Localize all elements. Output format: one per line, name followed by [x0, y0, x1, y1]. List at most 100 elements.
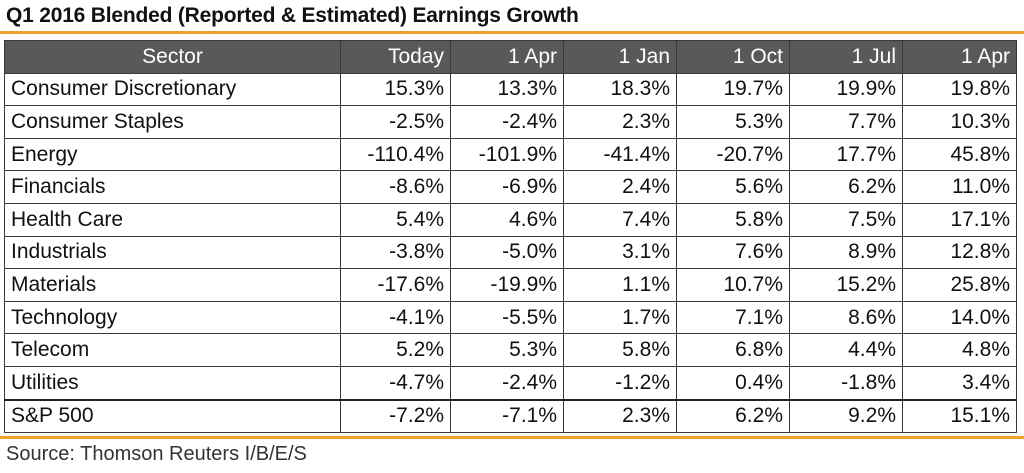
table-row: Telecom 5.2% 5.3% 5.8% 6.8% 4.4% 4.8% [4, 333, 1017, 367]
value-cell: 5.6% [676, 170, 790, 204]
value-cell: 5.8% [676, 202, 790, 237]
value-cell: 14.0% [902, 300, 1017, 335]
table-body: Consumer Discretionary 15.3% 13.3% 18.3% 19.… [4, 72, 1017, 434]
value-cell: 19.8% [902, 72, 1017, 107]
earnings-table: Sector Today 1 Apr 1 Jan 1 Oct 1 Jul 1 A… [4, 40, 1017, 434]
value-cell: 17.7% [789, 137, 903, 172]
value-cell: 7.6% [676, 235, 790, 270]
table-row: Consumer Staples -2.5% -2.4% 2.3% 5.3% 7.7% 10… [4, 105, 1017, 139]
value-cell: 6.2% [789, 170, 903, 204]
sector-cell: Industrials [4, 235, 341, 270]
column-header: 1 Jan [563, 40, 677, 74]
sector-cell: Consumer Staples [4, 105, 341, 139]
sector-cell: S&P 500 [4, 398, 341, 434]
column-header: Sector [4, 40, 341, 74]
sector-cell: Telecom [4, 333, 341, 367]
value-cell: 2.4% [563, 170, 677, 204]
value-cell: 10.3% [902, 105, 1017, 139]
value-cell: 5.3% [676, 105, 790, 139]
value-cell: 3.4% [902, 365, 1017, 401]
value-cell: -4.7% [340, 365, 451, 401]
value-cell: -6.9% [450, 170, 564, 204]
table-row: Health Care 5.4% 4.6% 7.4% 5.8% 7.5% 17.1% [4, 202, 1017, 237]
value-cell: -2.4% [450, 365, 564, 401]
value-cell: -19.9% [450, 268, 564, 302]
value-cell: 8.6% [789, 300, 903, 335]
value-cell: 15.2% [789, 268, 903, 302]
value-cell: 6.2% [676, 398, 790, 434]
value-cell: 1.7% [563, 300, 677, 335]
table-title: Q1 2016 Blended (Reported & Estimated) E… [6, 4, 579, 27]
value-cell: 11.0% [902, 170, 1017, 204]
value-cell: -41.4% [563, 137, 677, 172]
value-cell: 5.2% [340, 333, 451, 367]
table-row: Industrials -3.8% -5.0% 3.1% 7.6% 8.9% 12.8% [4, 235, 1017, 270]
total-row: S&P 500 -7.2% -7.1% 2.3% 6.2% 9.2% 15.1% [4, 398, 1017, 434]
value-cell: 3.1% [563, 235, 677, 270]
value-cell: -17.6% [340, 268, 451, 302]
value-cell: -20.7% [676, 137, 790, 172]
value-cell: 7.4% [563, 202, 677, 237]
value-cell: 7.1% [676, 300, 790, 335]
value-cell: 2.3% [563, 398, 677, 434]
value-cell: -7.1% [450, 398, 564, 434]
value-cell: 4.6% [450, 202, 564, 237]
value-cell: 0.4% [676, 365, 790, 401]
value-cell: -5.0% [450, 235, 564, 270]
column-header: 1 Apr [902, 40, 1017, 74]
value-cell: -110.4% [340, 137, 451, 172]
header-row: Sector Today 1 Apr 1 Jan 1 Oct 1 Jul 1 A… [4, 40, 1017, 74]
title-rule [0, 31, 1024, 34]
sector-cell: Energy [4, 137, 341, 172]
sector-cell: Consumer Discretionary [4, 72, 341, 107]
value-cell: 4.8% [902, 333, 1017, 367]
value-cell: 5.4% [340, 202, 451, 237]
value-cell: 13.3% [450, 72, 564, 107]
value-cell: 17.1% [902, 202, 1017, 237]
value-cell: 5.8% [563, 333, 677, 367]
value-cell: 12.8% [902, 235, 1017, 270]
table-row: Technology -4.1% -5.5% 1.7% 7.1% 8.6% 14.0% [4, 300, 1017, 335]
value-cell: -5.5% [450, 300, 564, 335]
table-row: Financials -8.6% -6.9% 2.4% 5.6% 6.2% 11.0% [4, 170, 1017, 204]
value-cell: 45.8% [902, 137, 1017, 172]
table-row: Consumer Discretionary 15.3% 13.3% 18.3% 19.… [4, 72, 1017, 107]
sector-cell: Utilities [4, 365, 341, 401]
value-cell: 1.1% [563, 268, 677, 302]
source-rule [0, 436, 1024, 439]
value-cell: 15.3% [340, 72, 451, 107]
value-cell: -8.6% [340, 170, 451, 204]
value-cell: 6.8% [676, 333, 790, 367]
value-cell: 8.9% [789, 235, 903, 270]
column-header: 1 Jul [789, 40, 903, 74]
value-cell: 7.7% [789, 105, 903, 139]
value-cell: 7.5% [789, 202, 903, 237]
value-cell: 10.7% [676, 268, 790, 302]
column-header: 1 Oct [676, 40, 790, 74]
column-header: Today [340, 40, 451, 74]
value-cell: -4.1% [340, 300, 451, 335]
value-cell: 5.3% [450, 333, 564, 367]
value-cell: -101.9% [450, 137, 564, 172]
value-cell: 25.8% [902, 268, 1017, 302]
value-cell: -2.5% [340, 105, 451, 139]
value-cell: 9.2% [789, 398, 903, 434]
value-cell: -7.2% [340, 398, 451, 434]
value-cell: 15.1% [902, 398, 1017, 434]
column-header: 1 Apr [450, 40, 564, 74]
table-row: Materials -17.6% -19.9% 1.1% 10.7% 15.2% 25.8% [4, 268, 1017, 302]
value-cell: 2.3% [563, 105, 677, 139]
sector-cell: Health Care [4, 202, 341, 237]
sector-cell: Financials [4, 170, 341, 204]
value-cell: -1.8% [789, 365, 903, 401]
value-cell: 4.4% [789, 333, 903, 367]
sector-cell: Technology [4, 300, 341, 335]
table-row: Utilities -4.7% -2.4% -1.2% 0.4% -1.8% 3.4% [4, 365, 1017, 401]
value-cell: -1.2% [563, 365, 677, 401]
value-cell: -2.4% [450, 105, 564, 139]
value-cell: -3.8% [340, 235, 451, 270]
source-note: Source: Thomson Reuters I/B/E/S [6, 443, 307, 465]
value-cell: 19.9% [789, 72, 903, 107]
value-cell: 18.3% [563, 72, 677, 107]
sector-cell: Materials [4, 268, 341, 302]
